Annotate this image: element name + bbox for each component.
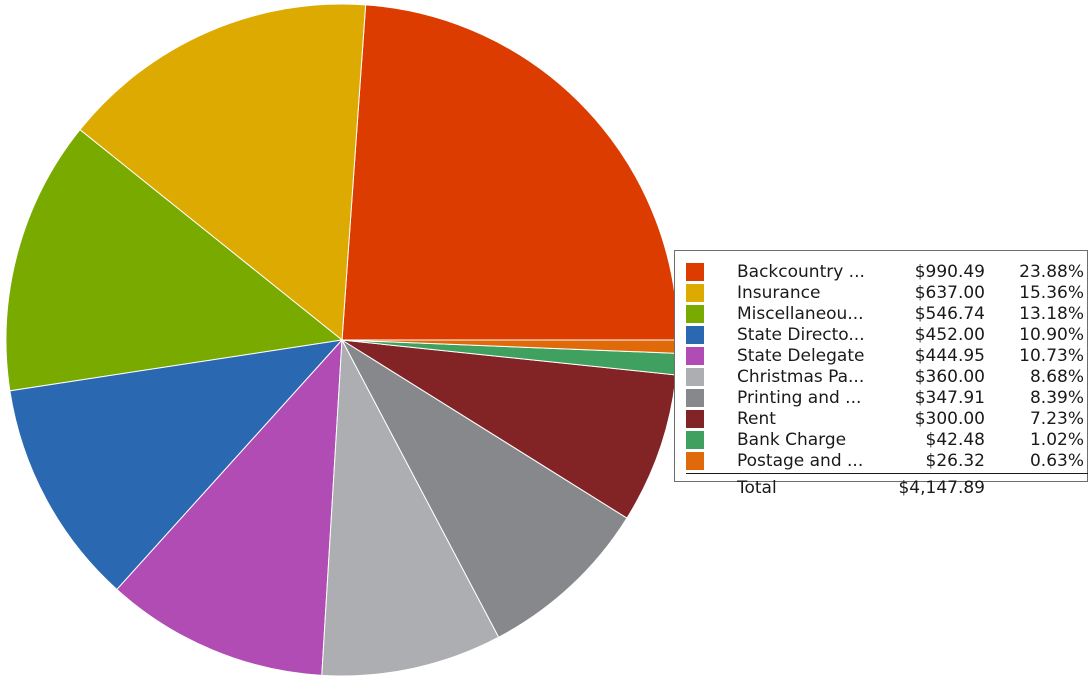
pie-slice-6 <box>340 338 628 638</box>
legend-item: Bank Charge $42.48 1.02% <box>675 429 1088 451</box>
legend-percent: 13.18% <box>1019 304 1084 324</box>
legend-total-divider <box>686 473 1088 474</box>
legend-label: State Directo... <box>737 325 865 345</box>
legend-label: Backcountry ... <box>737 262 865 282</box>
legend-percent: 7.23% <box>1029 409 1084 429</box>
pie-slices <box>5 3 679 677</box>
legend-swatch <box>686 347 704 365</box>
legend-swatch <box>686 284 704 302</box>
legend-amount: $360.00 <box>914 367 985 387</box>
pie-slice-0 <box>341 4 679 341</box>
legend-swatch <box>686 263 704 281</box>
legend-item: Postage and ... $26.32 0.63% <box>675 450 1088 472</box>
legend-percent: 10.90% <box>1019 325 1084 345</box>
legend-label: Rent <box>737 409 776 429</box>
legend-swatch <box>686 389 704 407</box>
legend-percent: 15.36% <box>1019 283 1084 303</box>
legend-label: Christmas Pa... <box>737 367 865 387</box>
legend-percent: 10.73% <box>1019 346 1084 366</box>
legend-swatch <box>686 305 704 323</box>
legend-amount: $990.49 <box>914 262 985 282</box>
legend-item: Backcountry ... $990.49 23.88% <box>675 261 1088 283</box>
pie-slice-3 <box>9 339 344 591</box>
pie-slice-1 <box>79 3 367 341</box>
legend-amount: $546.74 <box>914 304 985 324</box>
legend-label: State Delegate <box>737 346 865 366</box>
legend-percent: 8.68% <box>1029 367 1084 387</box>
legend-percent: 8.39% <box>1029 388 1084 408</box>
pie-slice-2 <box>5 128 344 392</box>
legend-amount: $444.95 <box>914 346 985 366</box>
legend-item: Rent $300.00 7.23% <box>675 408 1088 430</box>
legend-amount: $42.48 <box>925 430 985 450</box>
legend-total-row: Total $4,147.89 <box>675 477 1088 499</box>
legend-item: Miscellaneou... $546.74 13.18% <box>675 303 1088 325</box>
legend-percent: 1.02% <box>1029 430 1084 450</box>
legend-swatch <box>686 452 704 470</box>
legend-label: Printing and ... <box>737 388 862 408</box>
pie-slice-5 <box>321 338 500 677</box>
legend: Backcountry ... $990.49 23.88% Insurance $63… <box>674 250 1088 498</box>
legend-amount: $347.91 <box>914 388 985 408</box>
legend-label: Bank Charge <box>737 430 847 450</box>
legend-item: Insurance $637.00 15.36% <box>675 282 1088 304</box>
legend-swatch <box>686 326 704 344</box>
legend-amount: $637.00 <box>914 283 985 303</box>
legend-swatch <box>686 368 704 386</box>
legend-item: State Delegate $444.95 10.73% <box>675 345 1088 367</box>
legend-amount: $26.32 <box>925 451 985 471</box>
pie-slice-4 <box>116 338 343 676</box>
legend-total-amount: $4,147.89 <box>898 478 985 498</box>
legend-swatch <box>686 431 704 449</box>
legend-amount: $300.00 <box>914 409 985 429</box>
legend-item: Printing and ... $347.91 8.39% <box>675 387 1088 409</box>
legend-percent: 0.63% <box>1029 451 1084 471</box>
legend-label: Insurance <box>737 283 821 303</box>
legend-label: Postage and ... <box>737 451 864 471</box>
legend-amount: $452.00 <box>914 325 985 345</box>
legend-label: Miscellaneou... <box>737 304 864 324</box>
legend-swatch <box>686 410 704 428</box>
legend-item: Christmas Pa... $360.00 8.68% <box>675 366 1088 388</box>
legend-item: State Directo... $452.00 10.90% <box>675 324 1088 346</box>
legend-percent: 23.88% <box>1019 262 1084 282</box>
